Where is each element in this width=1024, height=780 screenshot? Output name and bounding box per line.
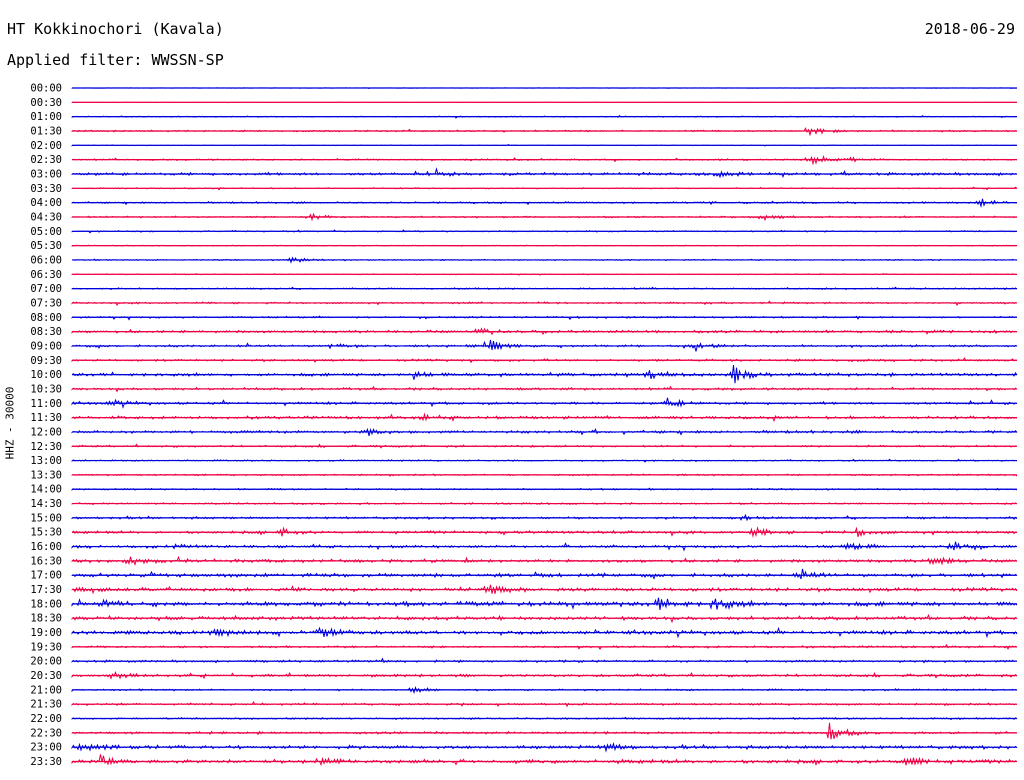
row-time-label: 07:30 — [30, 297, 62, 309]
row-time-label: 22:30 — [30, 727, 62, 739]
row-time-label: 02:30 — [30, 154, 62, 166]
row-time-label: 20:30 — [30, 670, 62, 682]
row-time-label: 02:00 — [30, 140, 62, 152]
row-time-label: 23:30 — [30, 756, 62, 768]
row-time-label: 05:30 — [30, 240, 62, 252]
row-time-label: 21:00 — [30, 684, 62, 696]
row-time-label: 11:30 — [30, 412, 62, 424]
station-title: HT Kokkinochori (Kavala) — [7, 20, 224, 38]
row-time-label: 16:00 — [30, 541, 62, 553]
row-time-label: 01:30 — [30, 125, 62, 137]
row-time-label: 13:30 — [30, 469, 62, 481]
row-time-label: 07:00 — [30, 283, 62, 295]
row-time-label: 09:30 — [30, 355, 62, 367]
row-time-label: 18:00 — [30, 598, 62, 610]
row-time-label: 12:00 — [30, 426, 62, 438]
filter-label: Applied filter: WWSSN-SP — [7, 51, 224, 69]
trace-row — [71, 754, 1018, 767]
trace-row — [71, 541, 1018, 552]
row-time-label: 22:00 — [30, 713, 62, 725]
row-time-label: 09:00 — [30, 340, 62, 352]
row-time-label: 00:30 — [30, 97, 62, 109]
row-time-label: 06:30 — [30, 269, 62, 281]
row-time-label: 13:00 — [30, 455, 62, 467]
row-time-label: 15:00 — [30, 512, 62, 524]
trace-row — [71, 722, 1018, 740]
row-time-label: 16:30 — [30, 555, 62, 567]
row-time-label: 19:30 — [30, 641, 62, 653]
row-time-label: 08:30 — [30, 326, 62, 338]
row-time-label: 23:00 — [30, 742, 62, 754]
row-time-label: 12:30 — [30, 441, 62, 453]
row-time-label: 03:00 — [30, 168, 62, 180]
row-time-label: 20:00 — [30, 656, 62, 668]
date-label: 2018-06-29 — [924, 20, 1015, 38]
trace-row — [71, 397, 1018, 409]
row-time-label: 18:30 — [30, 613, 62, 625]
row-time-label: 04:30 — [30, 211, 62, 223]
row-time-label: 04:00 — [30, 197, 62, 209]
row-time-label: 11:00 — [30, 398, 62, 410]
row-time-label: 19:00 — [30, 627, 62, 639]
row-time-label: 15:30 — [30, 527, 62, 539]
row-time-label: 00:00 — [30, 83, 62, 95]
row-time-label: 10:30 — [30, 383, 62, 395]
row-time-label: 14:30 — [30, 498, 62, 510]
row-time-label: 14:00 — [30, 484, 62, 496]
row-time-label: 17:30 — [30, 584, 62, 596]
trace-row — [71, 568, 1018, 580]
row-time-label: 17:00 — [30, 570, 62, 582]
row-time-label: 01:00 — [30, 111, 62, 123]
row-time-label: 21:30 — [30, 699, 62, 711]
row-time-label: 05:00 — [30, 226, 62, 238]
trace-row — [71, 167, 1018, 179]
row-time-label: 06:00 — [30, 254, 62, 266]
row-time-label: 03:30 — [30, 183, 62, 195]
row-time-label: 08:00 — [30, 312, 62, 324]
trace-row — [71, 427, 1018, 437]
row-time-label: 10:00 — [30, 369, 62, 381]
